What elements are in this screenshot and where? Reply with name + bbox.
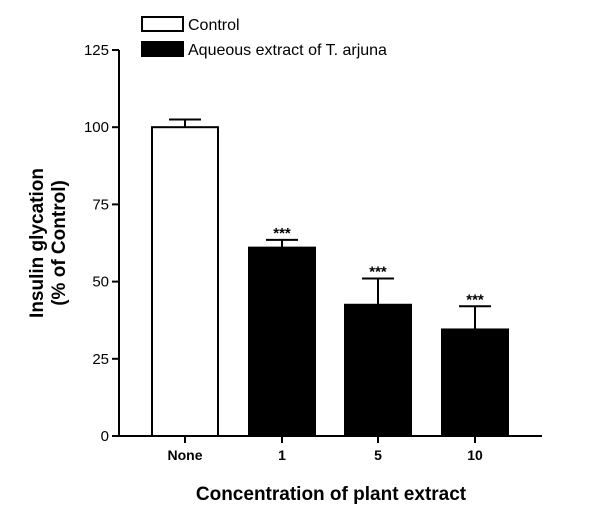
bar: [248, 246, 316, 437]
y-tick-label: 100: [84, 119, 109, 136]
legend-label: Aqueous extract of T. arjuna: [188, 42, 387, 59]
y-axis-title-line: (% of Control): [49, 180, 70, 306]
x-tick-label: 10: [467, 447, 483, 463]
x-tick-label: None: [168, 447, 203, 463]
significance-label: ***: [369, 264, 387, 281]
bars: [151, 118, 509, 438]
bar: [151, 126, 219, 437]
legend-label: Control: [188, 17, 240, 34]
y-axis-title-line: Insulin glycation: [27, 168, 48, 318]
significance-label: ***: [466, 291, 484, 308]
x-tick-label: 5: [374, 447, 382, 463]
bar: [441, 328, 509, 437]
labels: 0 25 50 75 100 125 None 1 5 10 *** *** *** Concentrat…: [27, 42, 484, 505]
y-tick-label: 0: [101, 428, 109, 445]
x-tick-label: 1: [278, 447, 286, 463]
bar: [344, 303, 412, 438]
significance-label: ***: [273, 225, 291, 242]
y-tick-label: 125: [84, 42, 109, 59]
legend: Control Aqueous extract of T. arjuna: [141, 16, 387, 59]
y-tick-label: 25: [92, 351, 109, 368]
y-tick-label: 75: [92, 196, 109, 213]
legend-swatch: [141, 41, 184, 57]
x-axis-title: Concentration of plant extract: [196, 484, 467, 505]
y-axis-title: Insulin glycation(% of Control): [27, 168, 70, 318]
y-tick-label: 50: [92, 274, 109, 291]
legend-swatch: [141, 16, 184, 32]
